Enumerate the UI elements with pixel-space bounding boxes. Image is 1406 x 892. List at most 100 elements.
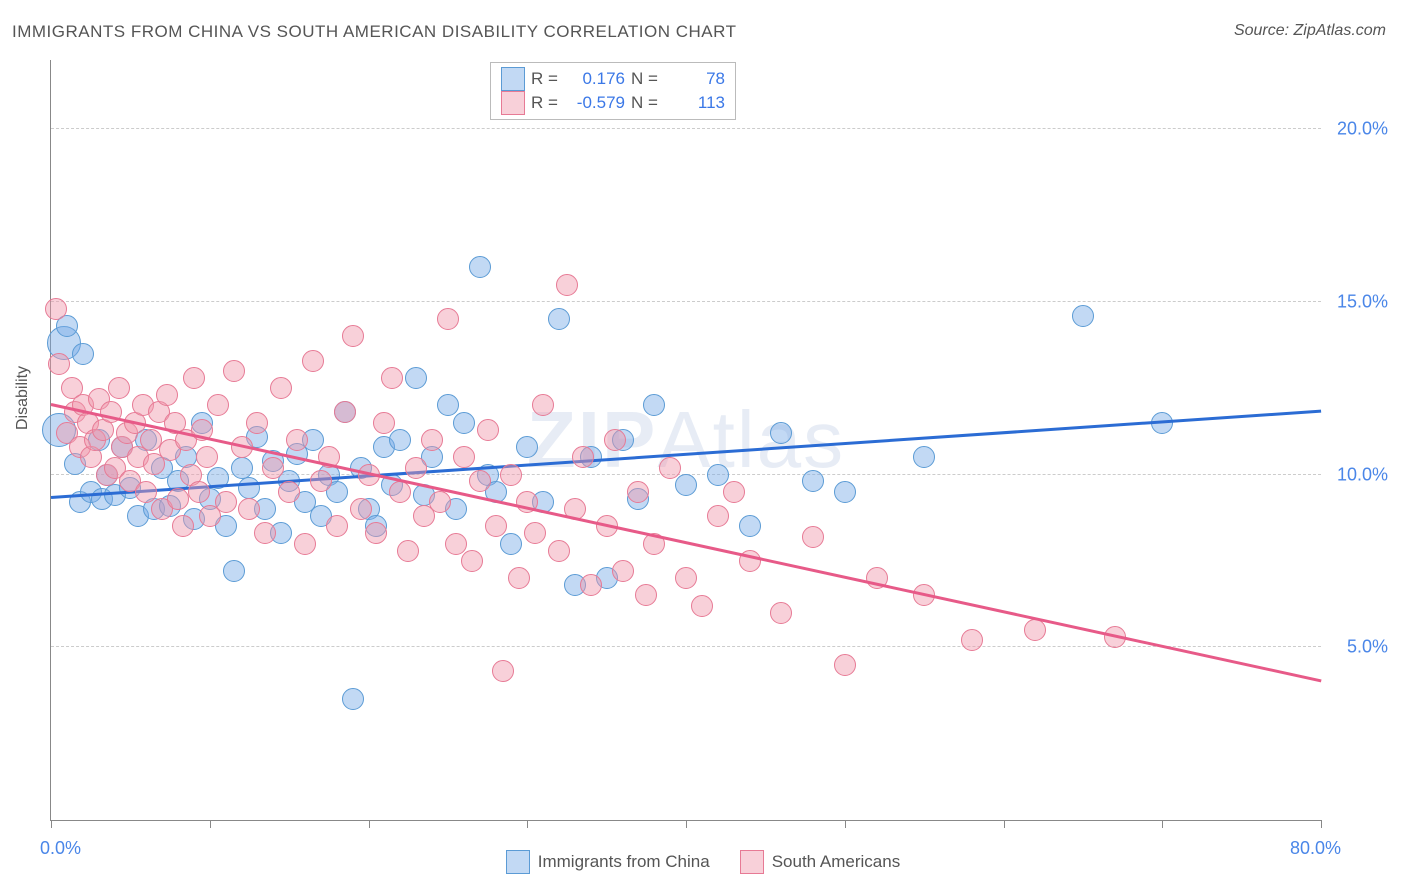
y-axis-label: Disability (14, 366, 32, 430)
scatter-point (556, 274, 578, 296)
scatter-point (156, 384, 178, 406)
scatter-point (604, 429, 626, 451)
scatter-point (739, 515, 761, 537)
swatch-series-1 (501, 91, 525, 115)
swatch-series-1 (740, 850, 764, 874)
scatter-point (278, 481, 300, 503)
scatter-point (627, 481, 649, 503)
scatter-point (834, 654, 856, 676)
scatter-point (254, 522, 276, 544)
scatter-point (1072, 305, 1094, 327)
y-tick-label: 10.0% (1337, 464, 1388, 485)
scatter-point (231, 457, 253, 479)
x-tick (1004, 820, 1005, 828)
scatter-point (461, 550, 483, 572)
scatter-point (635, 584, 657, 606)
scatter-point (381, 367, 403, 389)
x-tick (210, 820, 211, 828)
scatter-point (707, 505, 729, 527)
bottom-legend: Immigrants from China South Americans (0, 850, 1406, 874)
scatter-point (445, 533, 467, 555)
scatter-point (350, 498, 372, 520)
scatter-point (405, 457, 427, 479)
scatter-point (365, 522, 387, 544)
stat-legend: R = 0.176 N = 78 R = -0.579 N = 113 (490, 62, 736, 120)
swatch-series-0 (501, 67, 525, 91)
scatter-point (492, 660, 514, 682)
scatter-point (172, 515, 194, 537)
y-tick-label: 5.0% (1347, 637, 1388, 658)
scatter-point (723, 481, 745, 503)
x-tick-label: 80.0% (1290, 838, 1341, 859)
y-tick-label: 15.0% (1337, 291, 1388, 312)
scatter-point (913, 446, 935, 468)
scatter-point (580, 574, 602, 596)
x-tick (51, 820, 52, 828)
scatter-point (612, 560, 634, 582)
scatter-point (45, 298, 67, 320)
watermark: ZIPAtlas (527, 394, 845, 486)
scatter-point (334, 401, 356, 423)
scatter-point (453, 446, 475, 468)
scatter-point (342, 325, 364, 347)
scatter-point (469, 470, 491, 492)
y-tick-label: 20.0% (1337, 119, 1388, 140)
scatter-point (238, 498, 260, 520)
scatter-point (572, 446, 594, 468)
scatter-point (310, 470, 332, 492)
stat-r-label: R = (531, 69, 559, 89)
scatter-point (834, 481, 856, 503)
x-tick (686, 820, 687, 828)
scatter-point (675, 474, 697, 496)
scatter-point (802, 526, 824, 548)
scatter-point (437, 394, 459, 416)
scatter-point (453, 412, 475, 434)
chart-source: Source: ZipAtlas.com (1234, 22, 1386, 40)
swatch-series-0 (506, 850, 530, 874)
stat-n-1: 113 (665, 93, 725, 113)
stat-n-label: N = (631, 69, 659, 89)
gridline (51, 128, 1321, 129)
scatter-point (643, 394, 665, 416)
scatter-point (675, 567, 697, 589)
scatter-point (326, 515, 348, 537)
stat-row-0: R = 0.176 N = 78 (501, 67, 725, 91)
scatter-point (477, 419, 499, 441)
gridline (51, 646, 1321, 647)
scatter-point (770, 602, 792, 624)
scatter-point (294, 533, 316, 555)
scatter-point (500, 533, 522, 555)
legend-label-0: Immigrants from China (538, 852, 710, 872)
scatter-point (1024, 619, 1046, 641)
scatter-point (437, 308, 459, 330)
x-tick (527, 820, 528, 828)
stat-n-label: N = (631, 93, 659, 113)
stat-r-0: 0.176 (565, 69, 625, 89)
scatter-point (532, 394, 554, 416)
scatter-point (223, 560, 245, 582)
x-tick (1321, 820, 1322, 828)
scatter-point (223, 360, 245, 382)
legend-item-0: Immigrants from China (506, 850, 710, 874)
scatter-point (548, 540, 570, 562)
scatter-point (485, 515, 507, 537)
scatter-point (262, 457, 284, 479)
scatter-point (246, 412, 268, 434)
scatter-point (72, 343, 94, 365)
x-tick (369, 820, 370, 828)
scatter-point (469, 256, 491, 278)
scatter-point (286, 429, 308, 451)
scatter-point (707, 464, 729, 486)
x-tick (1162, 820, 1163, 828)
plot-area: ZIPAtlas (50, 60, 1321, 821)
scatter-point (48, 353, 70, 375)
stat-r-label: R = (531, 93, 559, 113)
x-tick (845, 820, 846, 828)
scatter-point (183, 367, 205, 389)
legend-label-1: South Americans (772, 852, 901, 872)
stat-row-1: R = -0.579 N = 113 (501, 91, 725, 115)
scatter-point (770, 422, 792, 444)
scatter-point (389, 481, 411, 503)
scatter-point (342, 688, 364, 710)
scatter-point (516, 436, 538, 458)
